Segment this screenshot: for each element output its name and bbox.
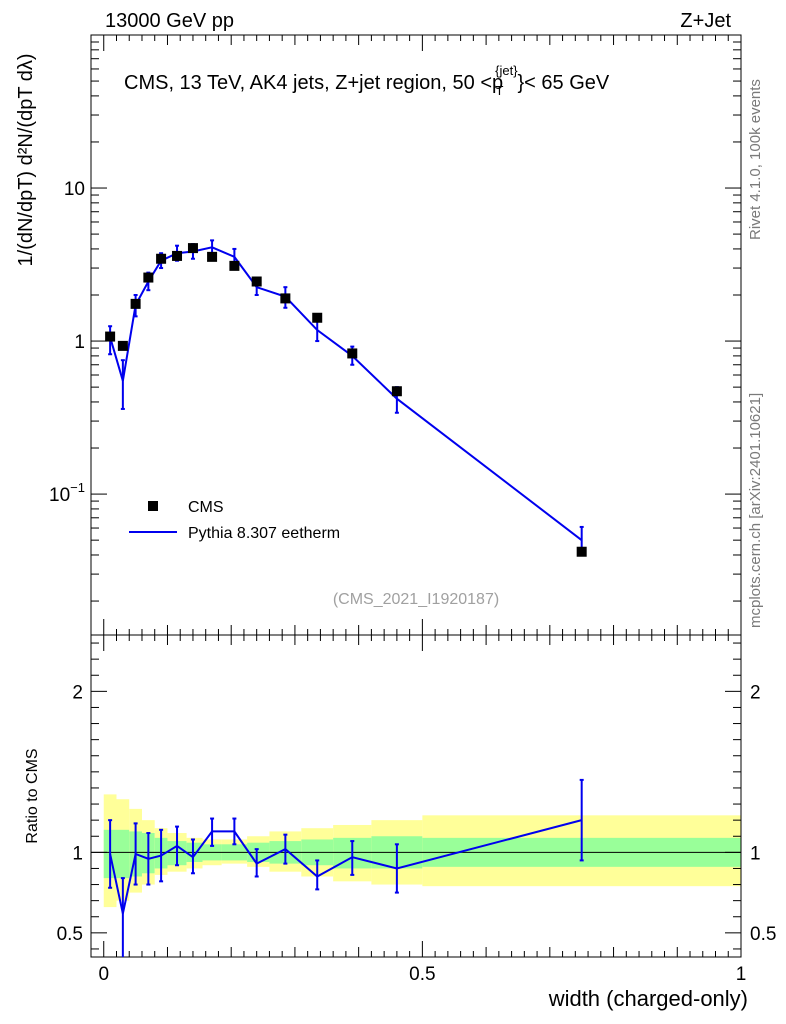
- main-title-tail: }< 65 GeV: [518, 72, 610, 94]
- main-title: CMS, 13 TeV, AK4 jets, Z+jet region, 50 …: [124, 63, 610, 98]
- main-title-sup: {jet}: [495, 63, 518, 78]
- y-tick-label: 1: [74, 332, 85, 353]
- main-plot-series: [105, 239, 587, 557]
- main-frame: [90, 34, 742, 636]
- ratio-plot-axes: 0 0.5 10.5 0.51 12 2: [57, 634, 776, 985]
- x-tick-label: 1: [736, 964, 747, 985]
- data-point: [143, 272, 154, 283]
- main-title-sub: T: [496, 83, 504, 98]
- y-tick-label: 10−1: [49, 480, 85, 506]
- x-axis-label: width (charged-only): [548, 986, 748, 1011]
- ratio-y-tick-label: 0.5: [57, 924, 83, 945]
- data-point: [576, 546, 587, 557]
- data-point: [117, 340, 128, 351]
- header-right-label: Z+Jet: [680, 10, 731, 32]
- header-left-label: 13000 GeV pp: [105, 10, 234, 32]
- main-plot-axes: 10−1 1 10: [49, 34, 742, 636]
- data-point: [347, 348, 358, 359]
- data-point: [187, 243, 198, 254]
- x-tick-label: 0: [98, 964, 109, 985]
- y-tick-label: 10: [64, 179, 85, 200]
- data-point: [156, 253, 167, 264]
- band-inner: [116, 829, 130, 879]
- ratio-frame: [90, 634, 742, 958]
- ratio-y-tick-label-right: 1: [750, 843, 761, 864]
- data-point: [130, 298, 141, 309]
- ratio-y-tick-label: 1: [72, 843, 83, 864]
- legend-mc-label: Pythia 8.307 eetherm: [188, 525, 340, 542]
- data-point: [312, 312, 323, 323]
- data-point: [280, 293, 291, 304]
- mcplots-label: mcplots.cern.ch [arXiv:2401.10621]: [747, 393, 764, 628]
- data-point: [172, 250, 183, 261]
- legend: CMS Pythia 8.307 eetherm: [129, 499, 340, 542]
- data-point: [207, 251, 218, 262]
- legend-data-marker: [148, 501, 158, 511]
- ratio-uncertainty-bands: [103, 794, 741, 908]
- main-title-text: CMS, 13 TeV, AK4 jets, Z+jet region, 50 …: [124, 72, 503, 94]
- ratio-y-tick-label-right: 2: [750, 682, 761, 703]
- rivet-label: Rivet 4.1.0, 100k events: [747, 79, 764, 240]
- x-tick-label: 0.5: [409, 964, 435, 985]
- data-point: [391, 386, 402, 397]
- data-point: [105, 331, 116, 342]
- y-axis-label-ratio: Ratio to CMS: [24, 748, 41, 843]
- data-point: [251, 276, 262, 287]
- ratio-y-tick-label: 2: [72, 682, 83, 703]
- ratio-plot-series: [108, 778, 584, 957]
- ratio-y-tick-label-right: 0.5: [750, 924, 776, 945]
- mc-line: [109, 246, 583, 541]
- analysis-id: (CMS_2021_I1920187): [333, 591, 499, 608]
- legend-data-label: CMS: [188, 499, 224, 516]
- data-point: [229, 260, 240, 271]
- y-axis-label-top: 1/(dN/dpT) d²N/(dpT dλ): [15, 53, 37, 266]
